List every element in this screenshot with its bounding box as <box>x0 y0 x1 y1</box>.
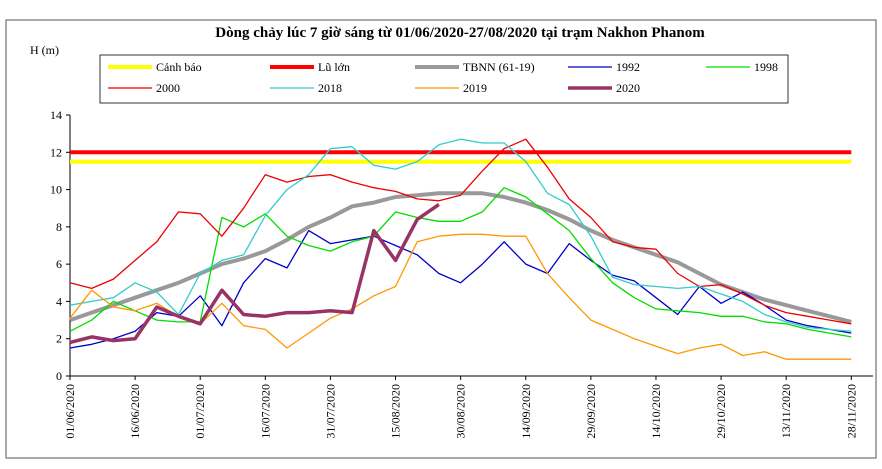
x-tick-label: 28/11/2020 <box>844 384 858 438</box>
x-tick-label: 29/10/2020 <box>714 384 728 439</box>
x-tick-label: 01/07/2020 <box>193 384 207 439</box>
y-tick-label: 8 <box>56 220 62 234</box>
x-tick-label: 31/07/2020 <box>323 384 337 439</box>
legend-label: 1992 <box>616 60 640 74</box>
legend-label: 1998 <box>754 60 778 74</box>
legend-label: TBNN (61-19) <box>463 60 535 74</box>
y-tick-label: 2 <box>56 332 62 346</box>
x-tick-label: 14/10/2020 <box>649 384 663 439</box>
legend <box>99 54 789 104</box>
x-tick-label: 30/08/2020 <box>454 384 468 439</box>
y-tick-label: 4 <box>56 294 62 308</box>
series-line <box>69 229 852 349</box>
legend-label: 2000 <box>156 81 180 95</box>
y-tick-label: 14 <box>50 108 62 122</box>
x-tick-label: 14/09/2020 <box>519 384 533 439</box>
y-tick-label: 12 <box>50 145 62 159</box>
legend-label: 2020 <box>616 81 640 95</box>
y-tick-label: 6 <box>56 257 62 271</box>
y-axis-label: H (m) <box>30 43 59 57</box>
x-tick-label: 15/08/2020 <box>389 384 403 439</box>
y-tick-label: 0 <box>56 369 62 383</box>
series-line <box>69 203 440 345</box>
legend-label: Cảnh báo <box>156 60 202 74</box>
x-tick-label: 16/06/2020 <box>128 384 142 439</box>
series-line <box>69 138 852 325</box>
series-line <box>69 138 852 332</box>
y-tick-label: 10 <box>50 183 62 197</box>
legend-label: 2018 <box>318 81 342 95</box>
legend-label: Lũ lớn <box>318 60 350 74</box>
x-tick-label: 01/06/2020 <box>63 384 77 439</box>
x-tick-label: 29/09/2020 <box>584 384 598 439</box>
legend-label: 2019 <box>463 81 487 95</box>
x-tick-label: 16/07/2020 <box>258 384 272 439</box>
x-tick-label: 13/11/2020 <box>779 384 793 438</box>
chart-title: Dòng chảy lúc 7 giờ sáng từ 01/06/2020-2… <box>215 25 705 41</box>
